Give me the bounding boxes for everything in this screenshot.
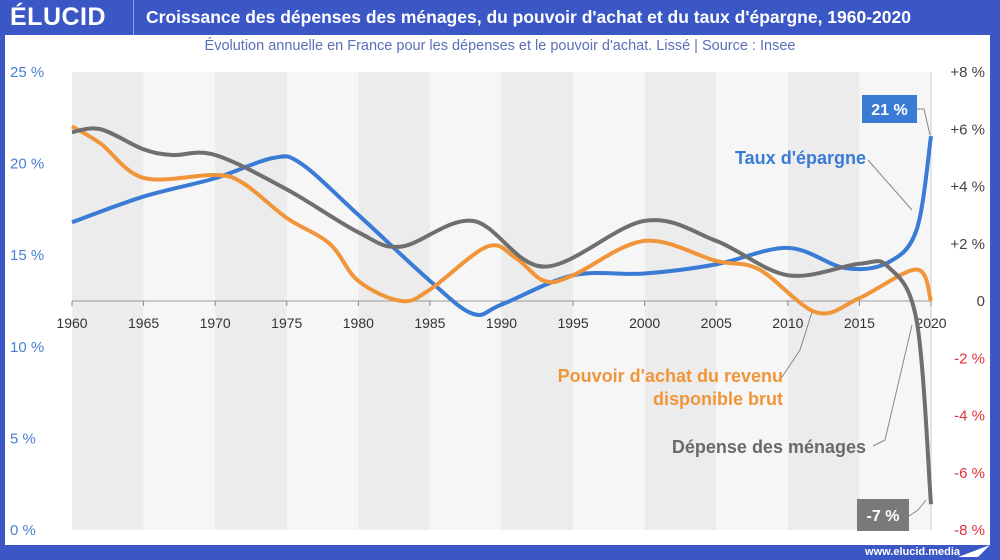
left-axis-tick-label: 25 % (10, 64, 44, 81)
x-tick-label: 2000 (629, 315, 660, 331)
left-axis-tick-label: 0 % (10, 522, 36, 539)
right-axis-tick-label: +6 % (950, 121, 985, 138)
elucid-logo: ÉLUCID (10, 3, 107, 31)
x-tick-label: 2010 (772, 315, 803, 331)
x-tick-label: 1975 (271, 315, 302, 331)
x-tick-label: 1960 (56, 315, 87, 331)
chart-title: Croissance des dépenses des ménages, du … (146, 7, 911, 27)
leader-line (779, 311, 813, 381)
footer-url[interactable]: www.elucid.media (865, 546, 960, 558)
left-axis-tick-label: 20 % (10, 156, 44, 173)
end-label-savings: 21 % (871, 102, 907, 119)
x-tick-label: 1990 (486, 315, 517, 331)
series-label-purchasing-power-line2: disponible brut (653, 389, 783, 409)
right-axis-tick-label: +4 % (950, 179, 985, 196)
x-tick-label: 2020 (915, 315, 946, 331)
x-tick-label: 2015 (844, 315, 875, 331)
right-axis-tick-label: -2 % (954, 350, 985, 367)
leader-line (908, 499, 927, 517)
x-tick-label: 1970 (200, 315, 231, 331)
series-label-spending: Dépense des ménages (672, 437, 866, 457)
series-line-savings (71, 135, 933, 317)
right-axis-tick-label: -6 % (954, 465, 985, 482)
end-label-box-spending (857, 499, 909, 531)
right-axis-tick-label: 0 (977, 293, 985, 310)
right-axis-tick-label: -4 % (954, 408, 985, 425)
right-axis-tick-label: +2 % (950, 236, 985, 253)
end-label-box-savings (862, 95, 917, 123)
series-line-spending (71, 126, 933, 505)
end-label-spending: -7 % (867, 508, 900, 525)
x-tick-label: 2005 (701, 315, 732, 331)
leader-line (867, 159, 913, 211)
header: ÉLUCID Croissance des dépenses des ménag… (0, 0, 1000, 35)
elucid-flag-icon (958, 545, 990, 557)
leader-line (917, 108, 931, 136)
x-tick-label: 1980 (343, 315, 374, 331)
left-axis-tick-label: 10 % (10, 339, 44, 356)
left-axis-tick-label: 15 % (10, 247, 44, 264)
right-axis-tick-label: +8 % (950, 64, 985, 81)
series-label-savings: Taux d'épargne (735, 148, 866, 168)
chart-subtitle: Évolution annuelle en France pour les dé… (204, 38, 796, 54)
left-axis-tick-label: 5 % (10, 430, 36, 447)
x-tick-label: 1965 (128, 315, 159, 331)
series-line-purchasing-power (70, 124, 933, 316)
series-label-purchasing-power: Pouvoir d'achat du revenu (558, 366, 783, 386)
right-axis-tick-label: -8 % (954, 522, 985, 539)
header-divider (133, 0, 134, 35)
x-tick-label: 1995 (558, 315, 589, 331)
leader-line (872, 324, 913, 447)
x-tick-label: 1985 (414, 315, 445, 331)
